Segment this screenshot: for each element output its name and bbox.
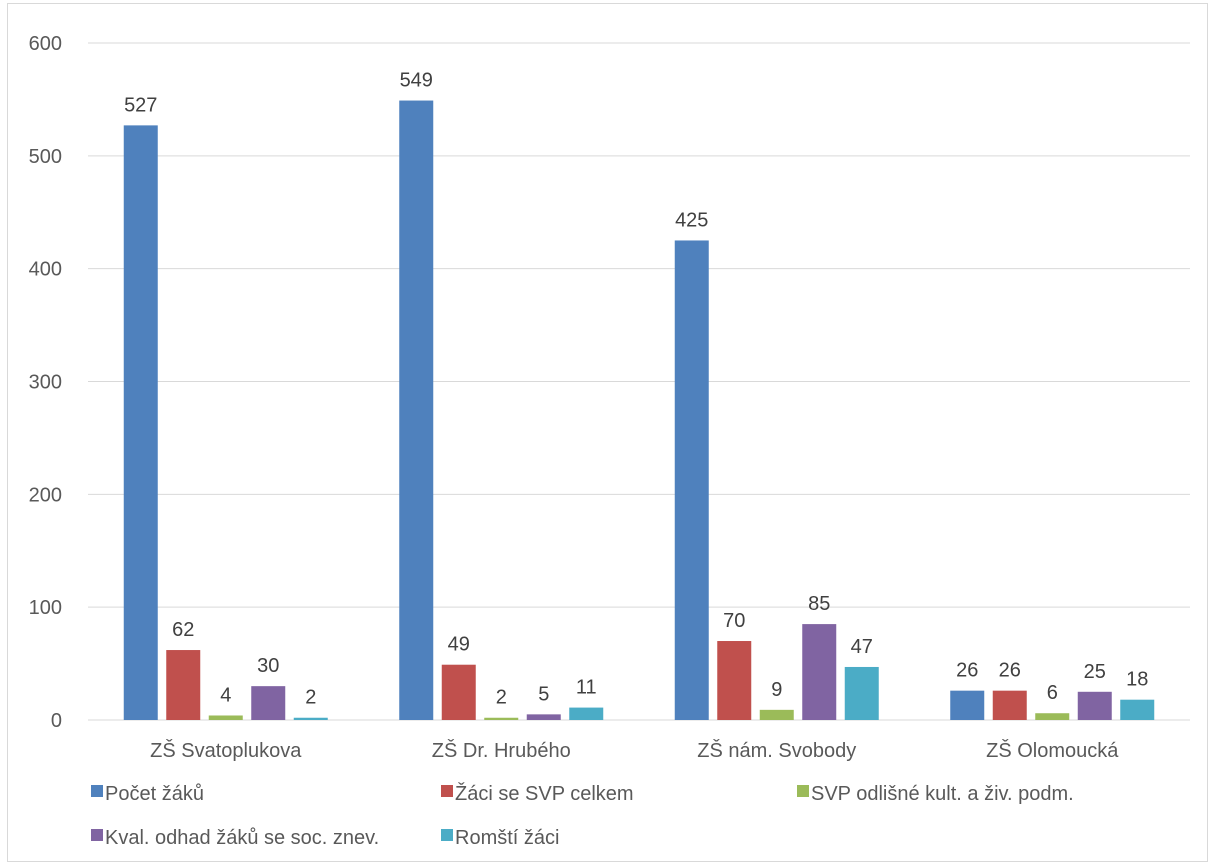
bar bbox=[992, 690, 1027, 720]
bar bbox=[399, 100, 434, 721]
data-label: 62 bbox=[172, 619, 194, 641]
bar bbox=[759, 709, 794, 720]
bar bbox=[950, 690, 985, 720]
bar bbox=[166, 650, 201, 720]
bar bbox=[717, 641, 752, 720]
legend-swatch bbox=[91, 785, 103, 797]
data-label: 70 bbox=[723, 610, 745, 632]
gridlines bbox=[88, 42, 1190, 721]
data-label: 30 bbox=[257, 655, 279, 677]
y-tick-label: 500 bbox=[29, 146, 62, 168]
data-label: 425 bbox=[675, 209, 708, 231]
legend-swatch bbox=[797, 785, 809, 797]
legend-entry: Počet žáků bbox=[105, 783, 204, 805]
bar bbox=[802, 624, 837, 720]
y-tick-label: 0 bbox=[51, 710, 62, 732]
y-tick-label: 100 bbox=[29, 597, 62, 619]
bar bbox=[674, 240, 709, 721]
legend-swatch bbox=[91, 829, 103, 841]
bar bbox=[251, 686, 286, 720]
bar bbox=[1035, 713, 1070, 720]
chart-frame bbox=[7, 3, 1208, 862]
legend-entry: Romští žáci bbox=[455, 827, 559, 849]
bar bbox=[1120, 699, 1155, 720]
data-label: 18 bbox=[1126, 669, 1148, 691]
x-category-label: ZŠ nám. Svobody bbox=[697, 739, 856, 762]
x-axis-categories: ZŠ Svatoplukova ZŠ Dr. Hrubého ZŠ nám. Svo… bbox=[150, 739, 1119, 762]
data-label: 49 bbox=[448, 634, 470, 656]
bar bbox=[569, 707, 604, 720]
x-category-label: ZŠ Svatoplukova bbox=[150, 739, 302, 762]
bars bbox=[123, 100, 1155, 721]
legend-swatch bbox=[441, 785, 453, 797]
bar bbox=[208, 715, 243, 720]
data-label: 2 bbox=[496, 687, 507, 709]
bar bbox=[123, 125, 158, 720]
bar bbox=[1077, 691, 1112, 720]
bar bbox=[844, 666, 879, 720]
bar bbox=[441, 664, 476, 720]
data-label: 549 bbox=[400, 70, 433, 92]
data-label: 4 bbox=[220, 684, 231, 706]
data-label: 26 bbox=[999, 660, 1021, 682]
data-label: 9 bbox=[771, 679, 782, 701]
data-label: 85 bbox=[808, 593, 830, 615]
legend-entry: Žáci se SVP celkem bbox=[455, 782, 634, 805]
data-label: 25 bbox=[1084, 661, 1106, 683]
y-axis-ticks: 0 100 200 300 400 500 600 bbox=[29, 33, 62, 732]
data-label: 47 bbox=[851, 636, 873, 658]
legend-entry: SVP odlišné kult. a živ. podm. bbox=[811, 783, 1074, 805]
legend: Počet žáků Žáci se SVP celkem SVP odlišné … bbox=[91, 782, 1074, 849]
data-label: 26 bbox=[956, 660, 978, 682]
data-label: 2 bbox=[305, 687, 316, 709]
y-tick-label: 400 bbox=[29, 259, 62, 281]
y-tick-label: 200 bbox=[29, 484, 62, 506]
legend-entry: Kval. odhad žáků se soc. znev. bbox=[105, 827, 379, 849]
bar bbox=[293, 717, 328, 720]
data-label: 5 bbox=[538, 683, 549, 705]
bar bbox=[484, 717, 519, 720]
y-tick-label: 300 bbox=[29, 372, 62, 394]
legend-swatch bbox=[441, 829, 453, 841]
bar bbox=[526, 714, 561, 720]
data-label: 527 bbox=[124, 94, 157, 116]
data-label: 11 bbox=[576, 677, 597, 699]
y-tick-label: 600 bbox=[29, 33, 62, 55]
x-category-label: ZŠ Dr. Hrubého bbox=[432, 739, 571, 762]
x-category-label: ZŠ Olomoucká bbox=[986, 739, 1119, 762]
data-label: 6 bbox=[1047, 682, 1058, 704]
